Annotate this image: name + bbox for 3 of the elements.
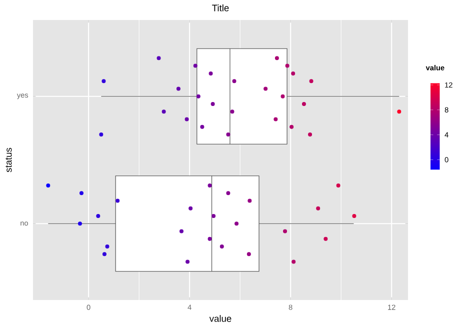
x-axis-title: value <box>209 315 232 322</box>
chart-title: Title <box>212 4 229 12</box>
y-axis-title: status <box>6 148 12 172</box>
